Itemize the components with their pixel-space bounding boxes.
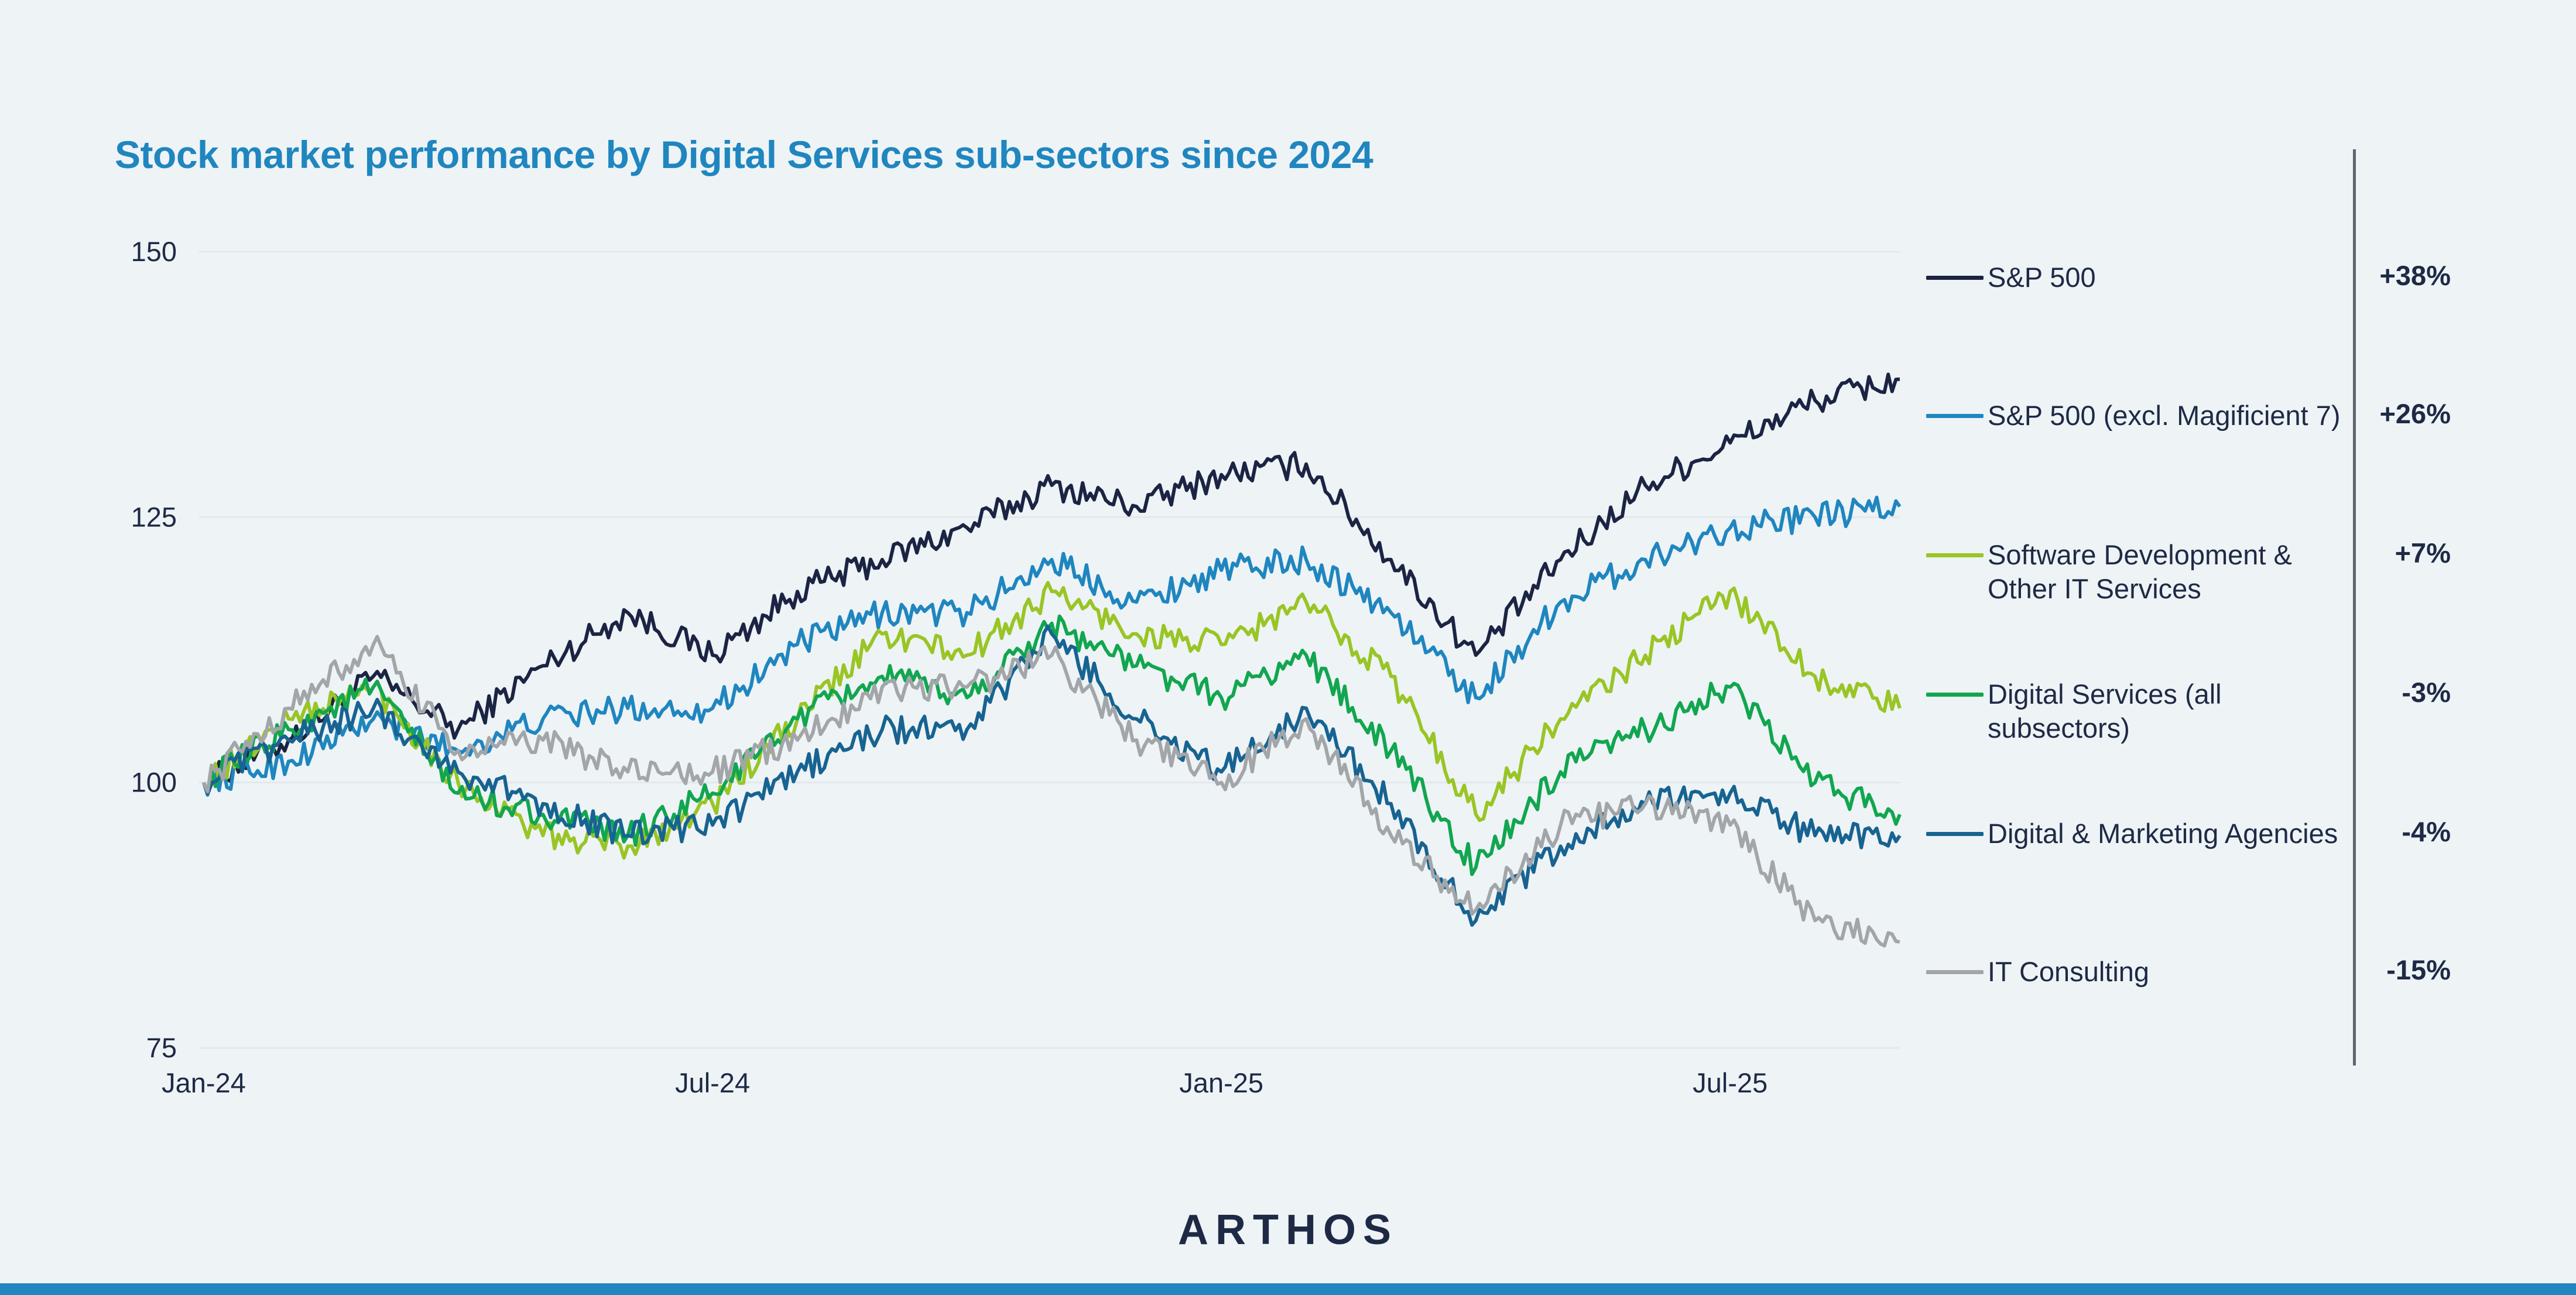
x-tick-label: Jan-25 xyxy=(1179,1067,1263,1098)
grid-layer xyxy=(199,251,1900,1049)
legend-label: S&P 500 xyxy=(1988,262,2096,293)
brand-logo: ARTHOS xyxy=(1178,1207,1398,1253)
y-axis-ticks: 75 100 125 150 xyxy=(131,236,177,1063)
x-tick-label: Jan-24 xyxy=(162,1067,246,1098)
legend-label: Software Development & Other IT Services xyxy=(1988,539,2292,604)
series-line-1 xyxy=(202,372,1900,796)
legend-swatch xyxy=(1926,276,1984,280)
legend-swatch xyxy=(1926,970,1984,974)
legend-swatch xyxy=(1926,832,1984,836)
legend-swatch xyxy=(1926,693,1984,697)
series-line-4 xyxy=(202,614,1902,876)
bottom-accent-bar xyxy=(0,1283,2576,1295)
change-value: -3% xyxy=(2402,677,2451,708)
legend-label: Digital & Marketing Agencies xyxy=(1988,818,2338,849)
legend-label: Digital Services (all subsectors) xyxy=(1988,679,2222,744)
series-layer xyxy=(202,372,1902,948)
change-value: +7% xyxy=(2395,537,2451,568)
change-value: -4% xyxy=(2402,816,2451,847)
legend-swatch xyxy=(1926,553,1984,557)
change-value: -15% xyxy=(2386,954,2451,985)
series-line-5 xyxy=(202,624,1902,927)
series-line-6 xyxy=(202,635,1900,948)
x-tick-label: Jul-25 xyxy=(1693,1067,1767,1098)
legend-swatch xyxy=(1926,414,1984,418)
legend-divider xyxy=(2353,149,2356,1066)
y-tick-label: 100 xyxy=(131,767,177,798)
change-value: +26% xyxy=(2379,398,2451,429)
legend-label: S&P 500 (excl. Magificient 7) xyxy=(1988,400,2341,431)
x-tick-label: Jul-24 xyxy=(675,1067,750,1098)
x-axis-ticks: Jan-24 Jul-24 Jan-25 Jul-25 xyxy=(162,1067,1767,1098)
change-value: +38% xyxy=(2379,260,2451,291)
chart-title: Stock market performance by Digital Serv… xyxy=(115,133,1373,176)
y-tick-label: 150 xyxy=(131,236,177,267)
y-tick-label: 125 xyxy=(131,501,177,532)
y-tick-label: 75 xyxy=(146,1032,177,1063)
legend-label: IT Consulting xyxy=(1988,956,2150,987)
